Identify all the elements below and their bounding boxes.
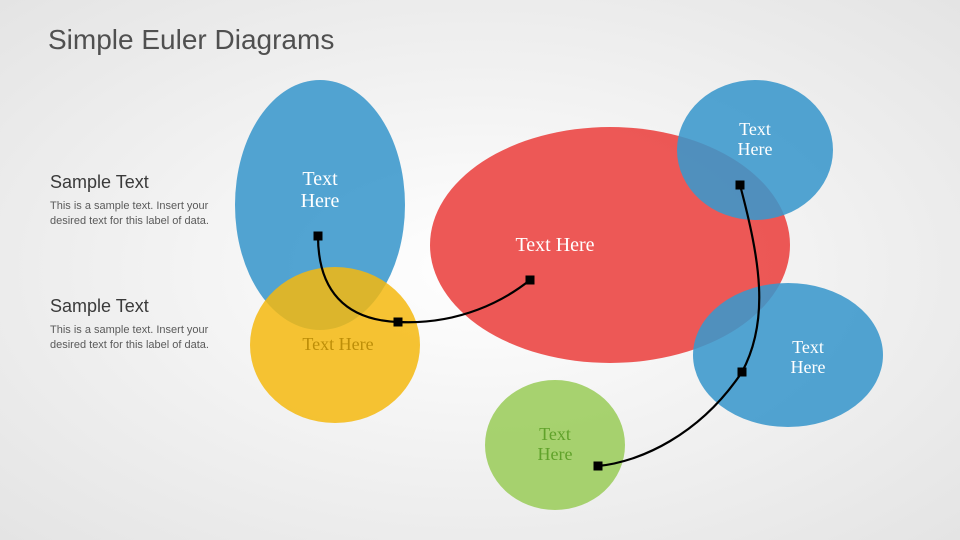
connector-handle-c-yellow-red-0 [394,318,403,327]
connector-handle-c-topblue-rightblue-0 [736,181,745,190]
connector-handle-c-rightblue-green-0 [738,368,747,377]
ellipse-top-blue [677,80,833,220]
euler-diagram [0,0,960,540]
ellipse-yellow [250,267,420,423]
connector-handle-c-yellow-red-1 [526,276,535,285]
ellipse-right-blue [693,283,883,427]
connector-handle-c-blue-yellow-0 [314,232,323,241]
connector-handle-c-rightblue-green-1 [594,462,603,471]
ellipse-green [485,380,625,510]
